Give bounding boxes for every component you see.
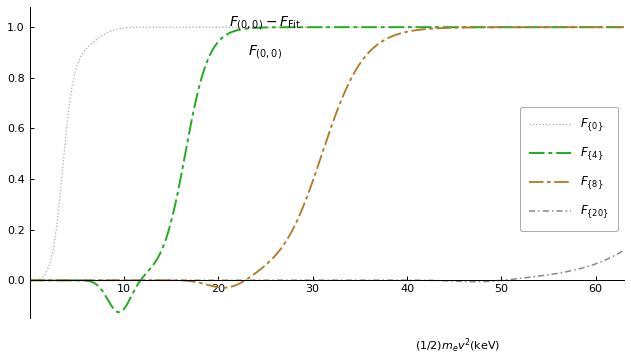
- $F_{\{20\}}$: [26, 278, 33, 283]
- $F_{\{4\}}$: [627, 25, 631, 30]
- $F_{\{20\}}$: [261, 278, 269, 282]
- $F_{\{8\}}$: [26, 278, 33, 283]
- Text: $F_{(0,0)} - F_{\rm Fit}$: $F_{(0,0)} - F_{\rm Fit}$: [229, 14, 301, 32]
- $F_{\{4\}}$: [96, 285, 103, 289]
- Line: $F_{\{8\}}$: $F_{\{8\}}$: [30, 27, 631, 288]
- $F_{\{20\}}$: [627, 243, 631, 248]
- $F_{\{20\}}$: [471, 279, 478, 284]
- $F_{\{0\}}$: [132, 25, 139, 30]
- $F_{\{8\}}$: [220, 285, 227, 290]
- $F_{\{20\}}$: [132, 278, 139, 283]
- $F_{\{8\}}$: [288, 230, 295, 234]
- $F_{\{0\}}$: [261, 25, 269, 30]
- $F_{\{4\}}$: [261, 25, 269, 30]
- X-axis label: $(1/2)m_e v^2$(keV): $(1/2)m_e v^2$(keV): [415, 337, 500, 355]
- $F_{\{20\}}$: [96, 278, 103, 283]
- $F_{\{8\}}$: [561, 25, 569, 30]
- $F_{\{4\}}$: [618, 25, 625, 30]
- $F_{\{0\}}$: [26, 278, 33, 283]
- $F_{\{0\}}$: [96, 35, 103, 40]
- $F_{\{0\}}$: [288, 25, 295, 30]
- $F_{\{4\}}$: [288, 25, 295, 30]
- $F_{\{4\}}$: [26, 278, 33, 283]
- $F_{\{4\}}$: [115, 310, 122, 314]
- Line: $F_{\{4\}}$: $F_{\{4\}}$: [30, 27, 631, 312]
- $F_{\{8\}}$: [261, 264, 269, 268]
- Line: $F_{\{20\}}$: $F_{\{20\}}$: [30, 236, 631, 282]
- $F_{\{8\}}$: [132, 278, 139, 282]
- Legend: $F_{\{0\}}$, $F_{\{4\}}$, $F_{\{8\}}$, $F_{\{20\}}$: $F_{\{0\}}$, $F_{\{4\}}$, $F_{\{8\}}$, $…: [520, 107, 618, 231]
- $F_{\{0\}}$: [268, 25, 276, 30]
- $F_{\{0\}}$: [561, 25, 569, 30]
- $F_{\{8\}}$: [96, 278, 103, 282]
- $F_{\{0\}}$: [627, 25, 631, 30]
- $F_{\{4\}}$: [133, 285, 140, 289]
- $F_{\{4\}}$: [561, 25, 569, 30]
- $F_{\{20\}}$: [288, 278, 295, 282]
- Line: $F_{\{0\}}$: $F_{\{0\}}$: [30, 27, 631, 280]
- $F_{\{20\}}$: [561, 270, 569, 274]
- Text: $F_{(0,0)}$: $F_{(0,0)}$: [248, 43, 282, 61]
- $F_{\{8\}}$: [627, 25, 631, 30]
